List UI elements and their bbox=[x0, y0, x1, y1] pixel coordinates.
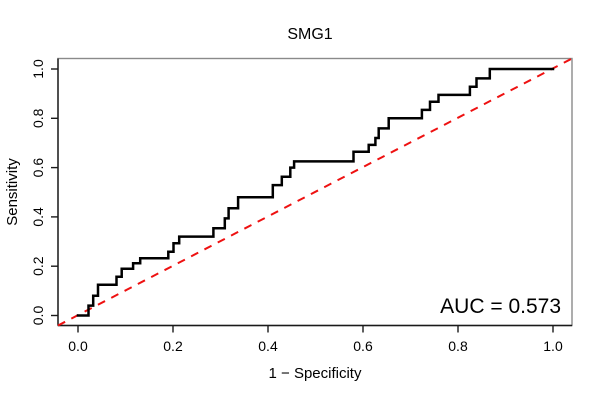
y-axis-label: Sensitivity bbox=[4, 158, 21, 226]
x-tick-label: 1.0 bbox=[543, 338, 563, 354]
chart-title: SMG1 bbox=[287, 26, 332, 43]
x-tick-label: 0.6 bbox=[353, 338, 373, 354]
plot-area: 0.0 0.2 0.4 0.6 0.8 1.0 0.0 0.2 0.4 0.6 0.8 1.0 bbox=[30, 57, 573, 354]
y-tick-label: 0.6 bbox=[30, 158, 46, 178]
auc-annotation: AUC = 0.573 bbox=[440, 295, 561, 318]
y-tick-label: 1.0 bbox=[30, 59, 46, 79]
x-tick-label: 0.4 bbox=[258, 338, 278, 354]
y-tick-label: 0.4 bbox=[30, 207, 46, 227]
x-tick-label: 0.0 bbox=[68, 338, 88, 354]
x-tick-label: 0.2 bbox=[163, 338, 183, 354]
x-tick-label: 0.8 bbox=[448, 338, 468, 354]
chance-line bbox=[57, 57, 573, 327]
x-axis-label: 1 − Specificity bbox=[269, 365, 362, 382]
y-tick-label: 0.0 bbox=[30, 306, 46, 326]
y-tick-label: 0.8 bbox=[30, 108, 46, 128]
y-tick-label: 0.2 bbox=[30, 256, 46, 276]
roc-curve bbox=[76, 67, 555, 317]
